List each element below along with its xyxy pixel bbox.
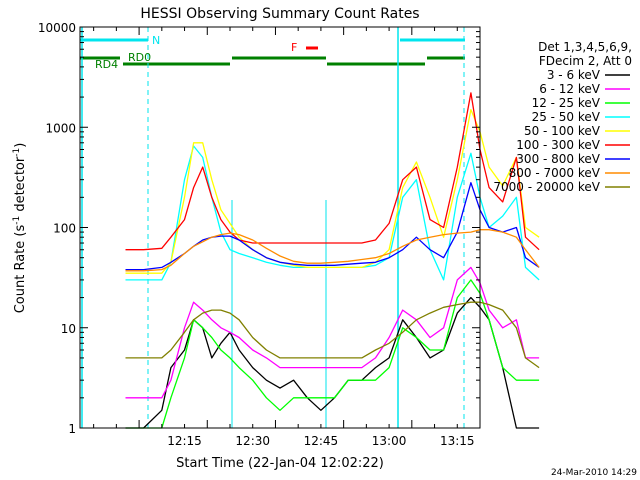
legend-label-2: 12 - 25 keV (532, 96, 601, 110)
series-line-8 (125, 301, 540, 369)
y-axis-label-end: ) (13, 143, 28, 148)
x-axis-label: Start Time (22-Jan-04 12:02:22) (176, 456, 384, 471)
plot-area (80, 27, 480, 428)
y-axis-label: Count Rate (s-1 detector-1) (12, 143, 28, 314)
y-axis-label-sup1: -1 (12, 216, 22, 225)
legend-label-4: 50 - 100 keV (524, 124, 601, 138)
legend-label-6: 300 - 800 keV (516, 152, 600, 166)
series-line-7 (125, 229, 540, 272)
plot-background (80, 27, 480, 428)
annotation-f: F (291, 41, 297, 54)
series-line-1 (125, 266, 540, 399)
x-tick-label-4: 13:15 (440, 434, 475, 448)
legend-label-8: 7000 - 20000 keV (493, 180, 600, 194)
legend-label-1: 6 - 12 keV (539, 82, 601, 96)
legend-label-3: 25 - 50 keV (532, 110, 601, 124)
legend: Det 1,3,4,5,6,9, FDecim 2, Att 0 3 - 6 k… (493, 40, 632, 194)
annotation-n: N (152, 34, 160, 47)
footer-timestamp: 24-Mar-2010 14:29 (551, 468, 637, 478)
series-line-6 (125, 182, 540, 271)
legend-label-7: 800 - 7000 keV (509, 166, 601, 180)
legend-label-0: 3 - 6 keV (547, 68, 601, 82)
annotation-rd0: RD0 (128, 51, 151, 64)
annotation-rd4: RD4 (95, 58, 118, 71)
y-tick-label-0: 1 (68, 422, 76, 436)
x-tick-label-3: 13:00 (372, 434, 407, 448)
axes-layer: 1 10 100 1000 10000 12:15 12:30 12:45 13:00 13:15 (38, 21, 481, 448)
x-tick-label-2: 12:45 (304, 434, 339, 448)
legend-header-line2: FDecim 2, Att 0 (539, 54, 632, 68)
series-layer (125, 92, 540, 429)
x-tick-label-0: 12:15 (167, 434, 202, 448)
series-line-2 (125, 279, 540, 429)
y-axis-label-mid: detector (13, 156, 28, 216)
legend-header-line1: Det 1,3,4,5,6,9, (538, 40, 632, 54)
y-tick-label-1: 10 (61, 322, 76, 336)
x-tick-label-1: 12:30 (235, 434, 270, 448)
y-axis-label-main: Count Rate (s (13, 225, 28, 314)
y-tick-label-4: 10000 (38, 21, 76, 35)
y-axis-label-sup2: -1 (12, 148, 22, 157)
chart-title: HESSI Observing Summary Count Rates (140, 6, 419, 22)
legend-label-5: 100 - 300 keV (516, 138, 600, 152)
y-tick-label-2: 100 (53, 222, 76, 236)
series-line-5 (125, 92, 540, 251)
y-tick-label-3: 1000 (45, 121, 76, 135)
